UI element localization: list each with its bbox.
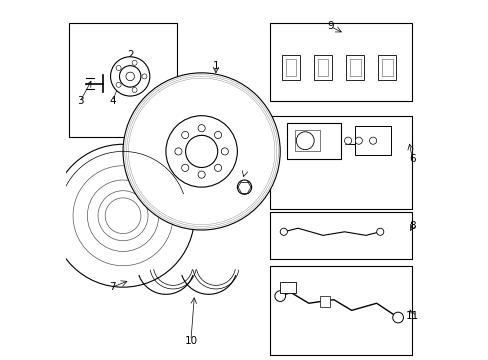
Bar: [69, 23, 176, 137]
Bar: [294, 130, 319, 152]
Text: 9: 9: [326, 21, 333, 31]
Text: 3: 3: [77, 96, 83, 107]
Text: 7: 7: [109, 282, 115, 292]
Bar: [269, 266, 411, 355]
Bar: [282, 55, 299, 80]
Circle shape: [132, 87, 137, 93]
Circle shape: [110, 57, 149, 96]
Circle shape: [237, 180, 251, 194]
Bar: [287, 123, 340, 158]
Circle shape: [116, 82, 121, 87]
Bar: [354, 126, 390, 155]
Text: 10: 10: [184, 336, 197, 346]
Circle shape: [214, 131, 221, 139]
Circle shape: [296, 132, 313, 150]
Bar: [285, 59, 296, 76]
Text: 8: 8: [408, 221, 415, 231]
Bar: [319, 296, 329, 307]
Circle shape: [132, 60, 137, 65]
Circle shape: [392, 312, 403, 323]
Circle shape: [221, 148, 228, 155]
Circle shape: [198, 125, 205, 132]
Circle shape: [123, 73, 280, 230]
Bar: [317, 59, 328, 76]
Circle shape: [354, 137, 362, 144]
Text: 6: 6: [408, 154, 415, 163]
Circle shape: [52, 144, 194, 287]
Circle shape: [142, 74, 147, 79]
Circle shape: [181, 131, 188, 139]
Bar: [381, 59, 392, 76]
Bar: [280, 282, 296, 293]
Bar: [313, 55, 331, 80]
Text: 1: 1: [212, 61, 219, 71]
Bar: [269, 212, 411, 258]
Circle shape: [181, 164, 188, 171]
Text: 2: 2: [126, 50, 133, 60]
Text: 11: 11: [405, 311, 418, 321]
Bar: [269, 23, 411, 102]
Circle shape: [376, 228, 383, 235]
Circle shape: [274, 291, 285, 301]
Text: 4: 4: [109, 96, 115, 107]
Circle shape: [280, 228, 287, 235]
Circle shape: [214, 164, 221, 171]
Circle shape: [119, 66, 141, 87]
Text: 5: 5: [241, 168, 247, 178]
Circle shape: [344, 137, 351, 144]
Bar: [346, 55, 364, 80]
Bar: [269, 116, 411, 208]
Circle shape: [116, 66, 121, 71]
Circle shape: [165, 116, 237, 187]
Circle shape: [175, 148, 182, 155]
Bar: [378, 55, 395, 80]
Circle shape: [125, 72, 134, 81]
Circle shape: [369, 137, 376, 144]
Circle shape: [185, 135, 217, 167]
Bar: [349, 59, 360, 76]
Circle shape: [198, 171, 205, 178]
